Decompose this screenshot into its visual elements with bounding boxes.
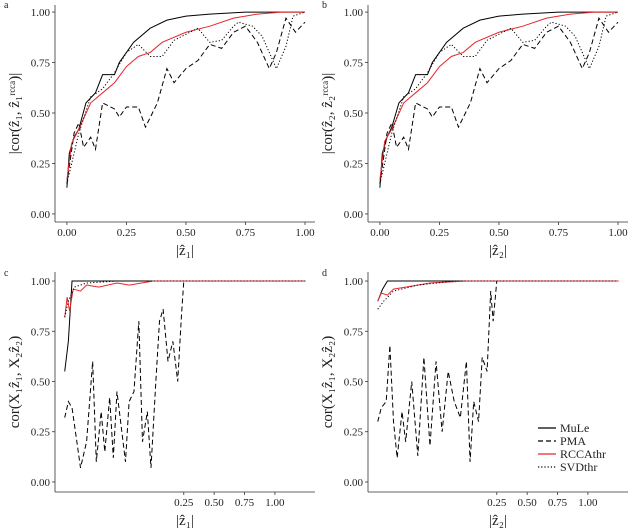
y-axis-title: |cor(ẑ₁, ẑ₁ʳᶜᶜᵃ)|	[7, 73, 23, 154]
legend-label: RCCAthr	[560, 447, 606, 461]
series-line	[64, 280, 306, 318]
series-line	[64, 280, 306, 372]
x-tick-label: 0.25	[430, 227, 450, 239]
y-tick-label: 0.00	[31, 209, 51, 221]
panel: d 0.00 0.25 0.50 0.75 1.00 0.25 0.50 0.75 1.00 |ẑ₂…	[320, 268, 628, 528]
x-tick-label: 0.50	[176, 227, 196, 239]
y-tick-label: 0.00	[31, 477, 51, 489]
panel: b 0.00 0.25 0.50 0.75 1.00 0.00 0.25 0.50 0.75 1.0…	[320, 0, 628, 259]
series-line	[379, 11, 619, 184]
x-axis-title: |ẑ₂|	[489, 243, 507, 259]
y-tick-label: 1.00	[344, 7, 364, 19]
series-line	[379, 11, 618, 188]
series-line	[66, 11, 306, 184]
x-tick-label: 1.00	[578, 497, 598, 509]
y-tick-label: 0.50	[31, 376, 51, 388]
y-tick-label: 0.50	[344, 108, 364, 120]
x-axis-title: |ẑ₁|	[176, 513, 194, 528]
y-tick-label: 0.25	[344, 158, 364, 170]
panel: c 0.00 0.25 0.50 0.75 1.00 0.25 0.50 0.75 1.00 |ẑ₁…	[4, 268, 315, 528]
y-tick-label: 0.75	[31, 58, 51, 70]
x-tick-label: 1.00	[265, 497, 285, 509]
y-tick-label: 0.25	[31, 158, 51, 170]
x-axis-title: |ẑ₂|	[489, 513, 507, 528]
x-tick-label: 0.25	[487, 497, 507, 509]
series-line	[377, 280, 619, 302]
x-tick-label: 0.50	[205, 497, 225, 509]
y-axis-title: cor(X₁ẑ₁, X₂ẑ₂)	[7, 336, 23, 429]
legend-label: MuLe	[560, 421, 589, 435]
y-tick-label: 0.50	[344, 376, 364, 388]
y-tick-label: 1.00	[31, 7, 51, 19]
x-tick-label: 0.25	[117, 227, 137, 239]
x-tick-label: 0.00	[57, 227, 77, 239]
series-line	[379, 11, 618, 180]
x-axis-title: |ẑ₁|	[176, 243, 194, 259]
legend-label: PMA	[560, 434, 586, 448]
series-line	[377, 280, 619, 310]
y-axis-title: cor(X₁ẑ₁, X₂ẑ₂)	[320, 336, 336, 429]
series-line	[66, 16, 306, 184]
y-tick-label: 0.25	[344, 427, 364, 439]
x-tick-label: 0.50	[518, 497, 538, 509]
y-tick-label: 0.00	[344, 209, 364, 221]
series-line	[64, 280, 306, 318]
y-tick-label: 1.00	[344, 276, 364, 288]
panel-letter: b	[322, 0, 327, 11]
y-tick-label: 0.75	[31, 326, 51, 338]
series-line	[66, 11, 305, 188]
series-line	[377, 280, 619, 302]
x-tick-label: 0.50	[489, 227, 509, 239]
y-tick-label: 0.75	[344, 58, 364, 70]
x-tick-label: 0.75	[549, 227, 569, 239]
y-tick-label: 0.75	[344, 326, 364, 338]
series-line	[64, 280, 306, 469]
x-tick-label: 1.00	[295, 227, 315, 239]
y-tick-label: 0.25	[31, 427, 51, 439]
x-tick-label: 0.75	[235, 497, 255, 509]
y-tick-label: 1.00	[31, 276, 51, 288]
x-tick-label: 0.25	[174, 497, 194, 509]
panel-letter: a	[4, 0, 9, 11]
legend-label: SVDthr	[560, 460, 597, 474]
series-line	[377, 280, 619, 462]
series-line	[379, 16, 619, 184]
series-line	[66, 11, 305, 180]
x-tick-label: 0.00	[370, 227, 390, 239]
panel: a 0.00 0.25 0.50 0.75 1.00 0.00 0.25 0.50 0.75 1.0…	[4, 0, 315, 259]
x-tick-label: 0.75	[236, 227, 256, 239]
x-tick-label: 0.75	[548, 497, 568, 509]
y-tick-label: 0.00	[344, 477, 364, 489]
y-axis-title: |cor(ẑ₂, ẑ₂ʳᶜᶜᵃ)|	[320, 73, 336, 154]
y-tick-label: 0.50	[31, 108, 51, 120]
x-tick-label: 1.00	[608, 227, 628, 239]
panel-letter: d	[322, 268, 327, 279]
panel-letter: c	[4, 268, 9, 279]
